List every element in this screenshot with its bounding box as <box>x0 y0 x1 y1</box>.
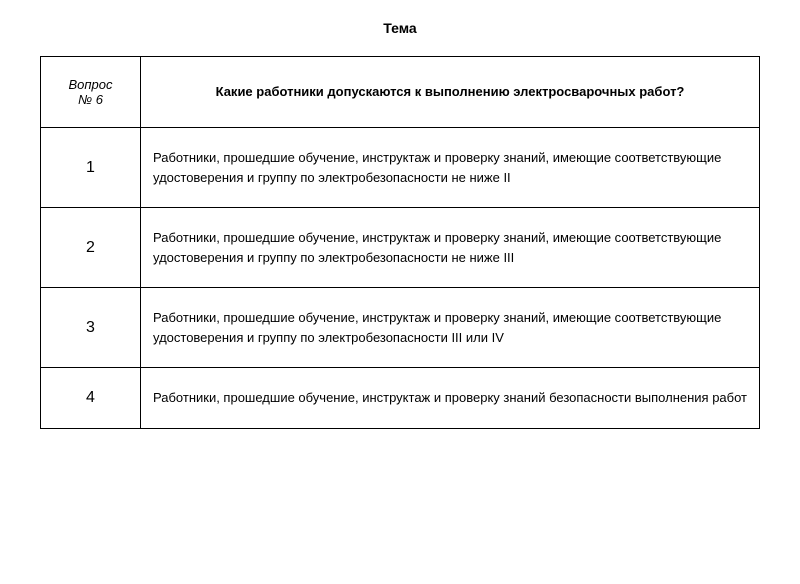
table-row: 3 Работники, прошедшие обучение, инструк… <box>41 288 760 368</box>
answer-text: Работники, прошедшие обучение, инструкта… <box>141 288 760 368</box>
header-right-cell: Какие работники допускаются к выполнению… <box>141 57 760 128</box>
question-label-line1: Вопрос <box>68 77 112 92</box>
header-left-cell: Вопрос № 6 <box>41 57 141 128</box>
question-label-line2: № 6 <box>78 92 103 107</box>
table-row: 1 Работники, прошедшие обучение, инструк… <box>41 128 760 208</box>
page-title: Тема <box>40 20 760 36</box>
answer-text: Работники, прошедшие обучение, инструкта… <box>141 128 760 208</box>
table-header-row: Вопрос № 6 Какие работники допускаются к… <box>41 57 760 128</box>
answer-number: 2 <box>41 208 141 288</box>
table-row: 4 Работники, прошедшие обучение, инструк… <box>41 368 760 429</box>
answer-number: 1 <box>41 128 141 208</box>
answer-number: 3 <box>41 288 141 368</box>
question-table: Вопрос № 6 Какие работники допускаются к… <box>40 56 760 429</box>
answer-number: 4 <box>41 368 141 429</box>
answer-text: Работники, прошедшие обучение, инструкта… <box>141 368 760 429</box>
table-row: 2 Работники, прошедшие обучение, инструк… <box>41 208 760 288</box>
answer-text: Работники, прошедшие обучение, инструкта… <box>141 208 760 288</box>
